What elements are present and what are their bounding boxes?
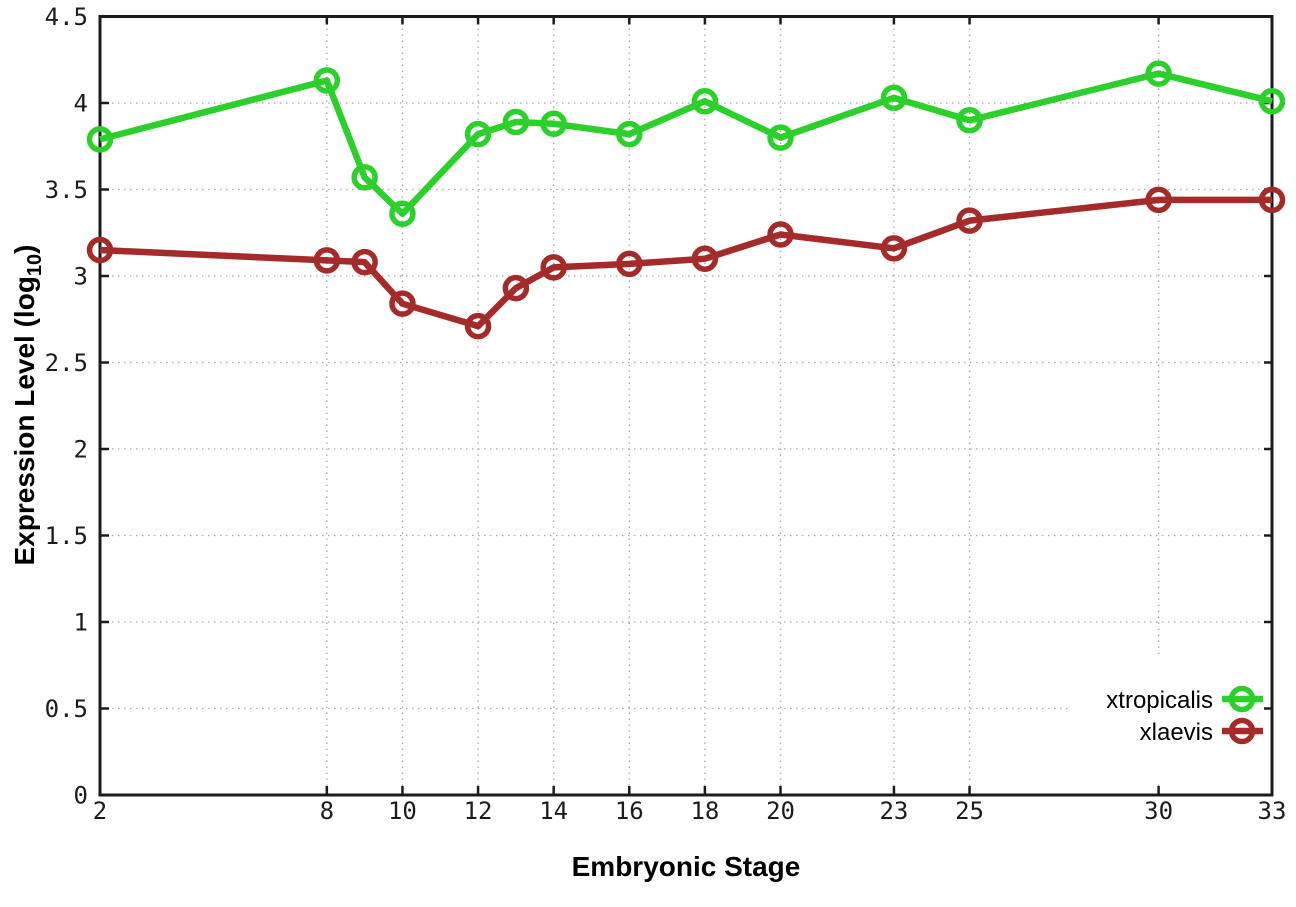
data-point-xlaevis-stage-30: [1145, 186, 1172, 214]
data-point-xtropicalis-stage-23: [880, 84, 908, 112]
series-line-xlaevis: [99, 196, 1272, 330]
data-point-xtropicalis-stage-20: [767, 124, 794, 151]
axis-tick-labels: 2 8 10 12 14 16 18 20 23 25 30 33 0 0.5 1 1.5 2 2.5 3 3.5 4 4…: [45, 3, 1287, 825]
data-point-xlaevis-stage-10: [389, 290, 416, 317]
y-tick-label-0.5: 0.5: [45, 695, 88, 723]
x-tick-label-30: 30: [1144, 797, 1173, 825]
data-point-xtropicalis-stage-2: [86, 126, 114, 153]
series-xtropicalis: [86, 60, 1286, 227]
data-point-xlaevis-stage-12: [464, 312, 492, 340]
data-point-xtropicalis-stage-14: [540, 110, 567, 138]
x-tick-label-33: 33: [1258, 797, 1287, 825]
data-point-xtropicalis-stage-30: [1145, 60, 1172, 87]
data-point-xlaevis-stage-25: [956, 207, 983, 234]
data-point-xtropicalis-stage-8: [313, 67, 341, 94]
data-point-xtropicalis-stage-13: [502, 108, 530, 136]
data-point-xlaevis-stage-33: [1258, 186, 1286, 214]
legend-marker-icon-xlaevis: [1228, 717, 1256, 745]
data-point-xtropicalis-stage-16: [616, 120, 643, 148]
legend-label-xtropicalis: xtropicalis: [1106, 687, 1213, 714]
data-point-xlaevis-stage-8: [313, 247, 341, 274]
x-tick-label-12: 12: [464, 797, 493, 825]
data-point-xtropicalis-stage-25: [956, 107, 983, 134]
data-point-xtropicalis-stage-33: [1258, 88, 1286, 115]
x-tick-label-10: 10: [388, 797, 417, 825]
x-axis-title: Embryonic Stage: [572, 851, 801, 882]
y-tick-label-0: 0: [74, 782, 88, 810]
y-tick-label-4: 4: [74, 90, 88, 118]
data-point-xlaevis-stage-14: [540, 254, 567, 281]
data-point-xlaevis-stage-20: [767, 221, 794, 248]
y-tick-label-3.5: 3.5: [45, 176, 88, 204]
data-point-xlaevis-stage-16: [616, 250, 643, 278]
y-tick-label-1.5: 1.5: [45, 522, 88, 550]
data-point-xlaevis-stage-9: [351, 248, 378, 276]
y-tick-label-3: 3: [74, 263, 88, 291]
series-xlaevis: [86, 186, 1286, 340]
legend: xtropicalis xlaevis: [1106, 685, 1263, 746]
y-tick-label-2.5: 2.5: [45, 349, 88, 377]
data-point-xlaevis-stage-2: [86, 236, 114, 264]
x-tick-label-14: 14: [539, 797, 568, 825]
legend-item-xtropicalis: xtropicalis: [1106, 685, 1263, 714]
legend-marker-icon-xtropicalis: [1228, 685, 1256, 713]
y-axis-title: Expression Level (log10): [9, 245, 46, 566]
data-point-xtropicalis-stage-10: [389, 200, 416, 227]
data-series: [86, 60, 1286, 340]
y-tick-label-4.5: 4.5: [45, 3, 88, 31]
x-tick-label-23: 23: [879, 797, 908, 825]
x-tick-label-20: 20: [766, 797, 795, 825]
data-point-xtropicalis-stage-9: [351, 164, 378, 191]
x-tick-label-25: 25: [955, 797, 984, 825]
legend-label-xlaevis: xlaevis: [1140, 719, 1213, 746]
x-tick-label-8: 8: [320, 797, 334, 825]
data-point-xlaevis-stage-23: [880, 235, 908, 262]
series-line-xtropicalis: [99, 70, 1273, 217]
data-point-xlaevis-stage-13: [502, 274, 530, 302]
y-tick-label-1: 1: [74, 609, 88, 637]
x-tick-label-18: 18: [690, 797, 719, 825]
x-tick-label-2: 2: [93, 797, 107, 825]
legend-item-xlaevis: xlaevis: [1140, 717, 1263, 746]
data-point-xtropicalis-stage-18: [691, 88, 719, 115]
x-tick-label-16: 16: [615, 797, 644, 825]
plot-border: [98, 15, 1274, 797]
data-point-xlaevis-stage-18: [691, 245, 719, 272]
data-point-xtropicalis-stage-12: [464, 120, 492, 148]
y-tick-label-2: 2: [74, 436, 88, 464]
